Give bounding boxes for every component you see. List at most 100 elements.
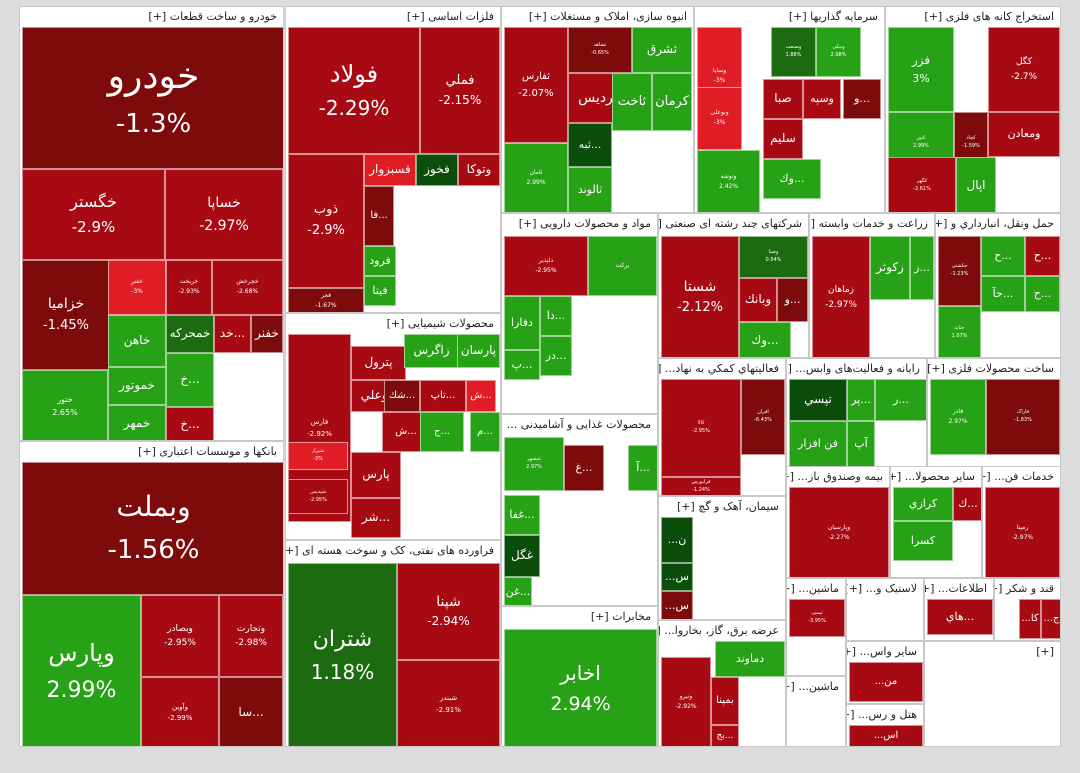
- stock-tile[interactable]: اخابر 2.94%: [504, 629, 657, 746]
- stock-tile[interactable]: تپمپی -3.95%: [789, 599, 845, 637]
- sector-21[interactable]: سایر محصولا... [+] كرازي ك... كسرا: [890, 466, 982, 578]
- sector-12[interactable]: شرکتهای چند رشته ای صنعتی [+] شستا -2.12% و…: [658, 213, 809, 358]
- stock-tile[interactable]: ...ج: [1041, 599, 1060, 639]
- stock-tile[interactable]: كسرا: [893, 521, 953, 561]
- sector-title[interactable]: سایر واس... [+]: [847, 642, 923, 662]
- stock-tile[interactable]: وك...: [763, 159, 821, 199]
- sector-title[interactable]: انبوه سازی، املاک و مستغلات [+]: [502, 7, 693, 27]
- sector-2[interactable]: بانکها و موسسات اعتباری [+] وبملت -1.56% وپ…: [19, 441, 284, 747]
- stock-tile[interactable]: ح...: [1025, 276, 1060, 312]
- stock-tile[interactable]: پ...: [504, 350, 540, 380]
- stock-tile[interactable]: ثامان 2.99%: [504, 143, 568, 212]
- sector-title[interactable]: ساخت محصولات فلزی [+]: [928, 359, 1060, 379]
- sector-title[interactable]: هتل و رس... [+]: [847, 705, 923, 725]
- stock-tile[interactable]: آ...: [628, 445, 657, 491]
- stock-tile[interactable]: خاهن: [108, 315, 166, 367]
- sector-11[interactable]: مخابرات [+] اخابر 2.94%: [501, 606, 658, 747]
- stock-tile[interactable]: ر...: [875, 379, 926, 421]
- stock-tile[interactable]: فخوز: [416, 154, 458, 186]
- stock-tile[interactable]: صبا: [763, 79, 803, 119]
- stock-tile[interactable]: خ...: [166, 407, 214, 440]
- stock-tile[interactable]: تاپ...: [420, 380, 466, 412]
- stock-tile[interactable]: خفنر: [251, 315, 283, 353]
- sector-7[interactable]: سرمایه گذاریها [+] وسایا -3% وصنعت 1.88% ونیک…: [694, 6, 885, 213]
- stock-tile[interactable]: پارسان: [457, 334, 500, 368]
- sector-5[interactable]: فراورده های نفتی، کک و سوخت هسته ای [+] ش…: [285, 540, 501, 747]
- stock-tile[interactable]: هاي...: [927, 599, 993, 635]
- stock-tile[interactable]: شپنا -2.94%: [397, 563, 500, 660]
- stock-tile[interactable]: حآ...: [981, 276, 1025, 312]
- stock-tile[interactable]: ك...: [953, 487, 981, 521]
- stock-tile[interactable]: فرود: [364, 246, 396, 276]
- stock-tile[interactable]: فاراک -1.83%: [986, 379, 1060, 455]
- stock-tile[interactable]: ثالوند: [568, 167, 612, 212]
- stock-tile[interactable]: پر...: [847, 379, 875, 421]
- stock-tile[interactable]: ش...: [466, 380, 496, 412]
- sector-8[interactable]: استخراج کانه های فلزی [+] فزر 3% كگل -2.7% کن…: [885, 6, 1061, 213]
- stock-tile[interactable]: وصنعت 1.88%: [771, 27, 816, 77]
- stock-tile[interactable]: ...س: [661, 591, 693, 619]
- stock-tile[interactable]: غ...: [564, 445, 604, 491]
- stock-tile[interactable]: ز...: [910, 236, 934, 300]
- stock-tile[interactable]: و...: [777, 278, 808, 322]
- stock-tile[interactable]: خفنر -3%: [108, 260, 166, 315]
- stock-tile[interactable]: خد...: [214, 315, 251, 353]
- stock-tile[interactable]: حتاید 1.07%: [938, 306, 981, 357]
- stock-tile[interactable]: بمپنا: [711, 677, 739, 725]
- stock-tile[interactable]: برکت: [588, 236, 657, 296]
- stock-tile[interactable]: فسبزوار: [364, 154, 416, 186]
- stock-tile[interactable]: پارس: [351, 452, 401, 498]
- sector-title[interactable]: رایانه و فعالیت‌های وابس... [+]: [787, 359, 926, 379]
- stock-tile[interactable]: ثبه...: [568, 123, 612, 167]
- stock-tile[interactable]: فزر 3%: [888, 27, 954, 112]
- stock-tile[interactable]: ح...: [981, 236, 1025, 276]
- sector-15[interactable]: فعاليتهاي كمكي به نهاد... [+]كالا-2.95%ا…: [658, 358, 786, 496]
- stock-tile[interactable]: دلپذیر -2.95%: [504, 236, 588, 296]
- sector-title[interactable]: ماشین... [+]: [787, 677, 845, 697]
- sector-9[interactable]: مواد و محصولات دارویی [+] دلپذیر -2.95% برک…: [501, 213, 658, 414]
- stock-tile[interactable]: دماوند: [715, 641, 785, 677]
- sector-title[interactable]: حمل ونقل، انبارداري و [+]: [936, 214, 1060, 234]
- sector-27[interactable]: سایر واس... [+] ...من: [846, 641, 924, 704]
- stock-tile[interactable]: شك...: [384, 380, 420, 412]
- stock-tile[interactable]: بج...: [711, 725, 739, 746]
- stock-tile[interactable]: خودرو -1.3%: [22, 27, 283, 169]
- stock-tile[interactable]: كگل -2.7%: [988, 27, 1060, 112]
- stock-tile[interactable]: ثاخت: [612, 73, 652, 131]
- stock-tile[interactable]: فملي -2.15%: [420, 27, 500, 154]
- stock-tile[interactable]: ثفارس -2.07%: [504, 27, 568, 143]
- stock-tile[interactable]: فیتا: [364, 276, 396, 306]
- stock-tile[interactable]: آپ: [847, 421, 875, 467]
- sector-title[interactable]: سیمان، آهک و گچ [+]: [659, 497, 785, 517]
- stock-tile[interactable]: شتران 1.18%: [288, 563, 397, 746]
- sector-title[interactable]: محصولات شیمیایی [+]: [286, 314, 500, 334]
- sector-18[interactable]: سیمان، آهک و گچ [+] ...ن ...س ...س: [658, 496, 786, 620]
- stock-tile[interactable]: وصنا 0.54%: [739, 236, 808, 278]
- stock-tile[interactable]: خموتور: [108, 367, 166, 405]
- sector-10[interactable]: محصولات غذایی و آشامیدنی ... غبشهر 2.97% غ.…: [501, 414, 658, 606]
- sector-title[interactable]: اطلاعات... [+]: [925, 579, 993, 599]
- stock-tile[interactable]: كرمان: [652, 73, 692, 131]
- stock-tile[interactable]: ونیرو -2.92%: [661, 657, 711, 746]
- stock-tile[interactable]: اپال: [956, 157, 996, 212]
- sector-title[interactable]: ماشین... [+]: [787, 579, 845, 599]
- stock-tile[interactable]: شر...: [351, 498, 401, 538]
- stock-tile[interactable]: ختور 2.65%: [22, 370, 108, 440]
- sector-title[interactable]: بانکها و موسسات اعتباری [+]: [20, 442, 283, 462]
- stock-tile[interactable]: خمحرکه: [166, 315, 214, 353]
- sector-title[interactable]: استخراج کانه های فلزی [+]: [886, 7, 1060, 27]
- stock-tile[interactable]: ذوب -2.9%: [288, 154, 364, 288]
- stock-tile[interactable]: وآوین -2.99%: [141, 677, 219, 746]
- stock-tile[interactable]: غگل: [504, 535, 540, 577]
- sector-title[interactable]: خدمات فن... [+]: [983, 467, 1060, 487]
- sector-23[interactable]: ماشین... [+]تپمپی-3.95%: [786, 578, 846, 676]
- sector-25[interactable]: اطلاعات... [+] هاي...: [924, 578, 994, 641]
- stock-tile[interactable]: دفارا: [504, 296, 540, 350]
- sector-19[interactable]: عرضه برق، گاز، بخاروا... [+] دماوند ونیرو -…: [658, 620, 786, 747]
- stock-tile[interactable]: وبوعلی -3%: [697, 87, 742, 150]
- stock-tile[interactable]: زماهان -2.97%: [812, 236, 870, 357]
- sector-20[interactable]: بیمه وصندوق باز... [+] وپارسیان -2.27%: [786, 466, 890, 578]
- stock-tile[interactable]: وبصادر -2.95%: [141, 595, 219, 677]
- sector-title[interactable]: مخابرات [+]: [502, 607, 657, 627]
- stock-tile[interactable]: ثشرق: [632, 27, 692, 73]
